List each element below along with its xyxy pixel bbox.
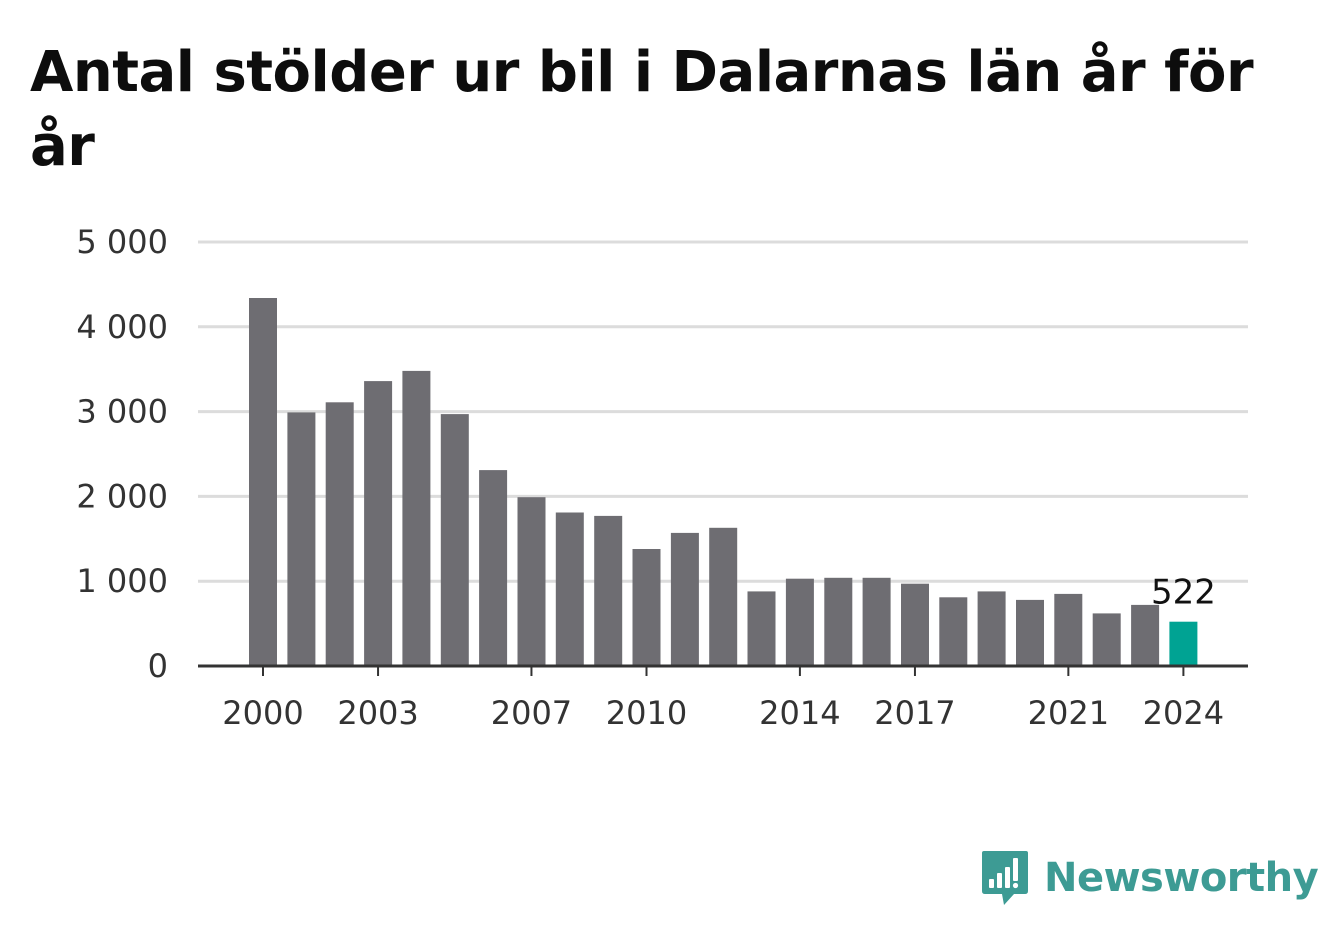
bar-2002 [325, 402, 354, 666]
bar-2004 [402, 370, 431, 666]
x-tick-label: 2000 [222, 694, 303, 732]
x-tick-label: 2014 [759, 694, 840, 732]
labels: 0 1 000 2 000 3 000 4 000 5 000 2000 2003 2007 20… [76, 223, 1224, 732]
y-tick-label: 5 000 [76, 223, 168, 261]
bar-2013 [747, 591, 776, 666]
x-tick-label: 2010 [606, 694, 687, 732]
bar-2007 [517, 497, 546, 666]
bar-chart: 0 1 000 2 000 3 000 4 000 5 000 2000 2003 2007 20… [76, 223, 1248, 732]
y-tick-label: 2 000 [76, 477, 168, 515]
bar-2000 [249, 298, 277, 666]
bar-2006 [479, 470, 508, 666]
bar-2023 [1131, 604, 1160, 666]
bar-2024 [1169, 621, 1198, 666]
x-tick-label: 2024 [1143, 694, 1224, 732]
y-tick-label: 1 000 [76, 562, 168, 600]
y-tick-label: 0 [148, 647, 168, 685]
bar-2016 [862, 577, 891, 666]
bar-2015 [824, 577, 853, 666]
bar-2022 [1092, 613, 1121, 666]
bar-2021 [1054, 593, 1083, 666]
bar-2014 [785, 578, 814, 666]
data-label-2024: 522 [1151, 573, 1216, 613]
bar-2020 [1016, 599, 1044, 666]
bar-2003 [364, 381, 393, 666]
bar-2011 [670, 532, 699, 666]
chart-title: Antal stölder ur bil i Dalarnas län år f… [30, 40, 1254, 179]
bar-2010 [632, 549, 661, 666]
x-tick-label: 2021 [1028, 694, 1109, 732]
brand-name: Newsworthy [1044, 855, 1319, 901]
newsworthy-brand: Newsworthy [980, 846, 1319, 910]
x-tick-label: 2007 [491, 694, 572, 732]
bar-2008 [555, 512, 584, 666]
bars [249, 298, 1198, 666]
x-tick-label: 2003 [337, 694, 418, 732]
y-tick-label: 3 000 [76, 393, 168, 431]
bar-2001 [287, 412, 316, 666]
x-tick-label: 2017 [874, 694, 955, 732]
y-tick-label: 4 000 [76, 308, 168, 346]
bar-2017 [901, 583, 929, 666]
newsworthy-logo-icon [982, 851, 1028, 905]
bar-2009 [594, 515, 623, 666]
bar-2019 [977, 591, 1006, 666]
bar-2005 [440, 414, 469, 666]
bar-2018 [939, 597, 968, 666]
x-axis [198, 664, 1248, 676]
bar-2012 [709, 527, 738, 666]
